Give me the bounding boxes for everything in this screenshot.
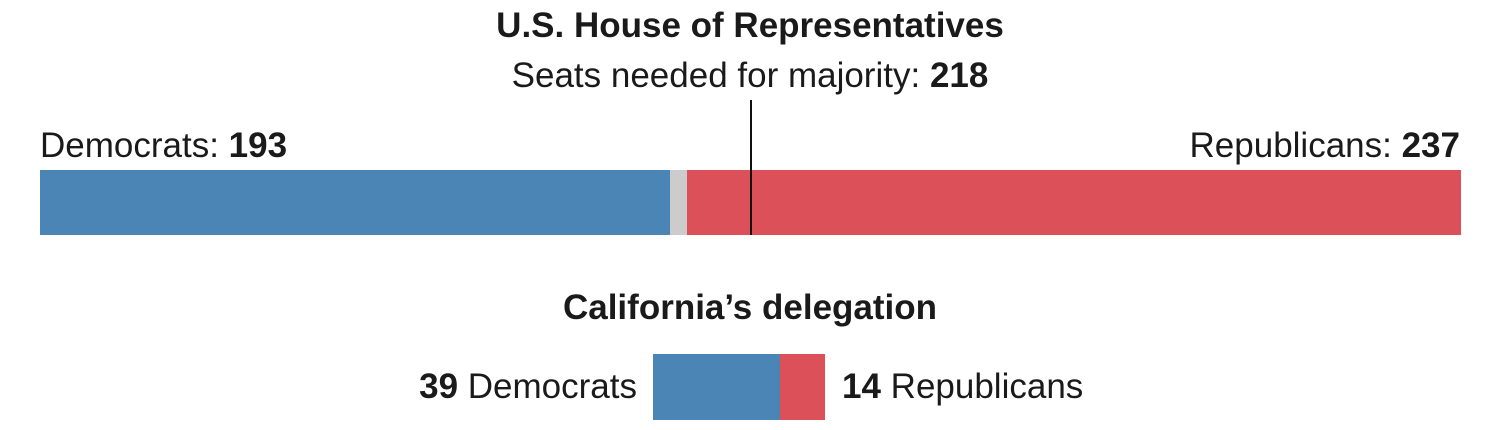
house-democrats-segment bbox=[40, 170, 671, 235]
california-democrats-label: 39 Democrats bbox=[419, 363, 637, 411]
house-democrats-label-text: Democrats: bbox=[40, 126, 219, 165]
california-democrats-segment bbox=[653, 354, 780, 420]
majority-marker-line bbox=[749, 100, 752, 235]
majority-value: 218 bbox=[929, 56, 989, 95]
california-seats-bar bbox=[653, 354, 825, 420]
california-republicans-count: 14 bbox=[842, 367, 881, 406]
california-democrats-count: 39 bbox=[419, 367, 459, 406]
california-republicans-label-text: Republicans bbox=[890, 367, 1084, 406]
house-undecided-segment bbox=[670, 170, 687, 235]
california-democrats-label-text: Democrats bbox=[467, 367, 637, 406]
house-democrats-label: Democrats: 193 bbox=[40, 122, 287, 170]
majority-label: Seats needed for majority: 218 bbox=[0, 52, 1500, 100]
majority-label-text: Seats needed for majority: bbox=[511, 56, 921, 95]
california-republicans-segment bbox=[779, 354, 825, 420]
house-democrats-count: 193 bbox=[228, 126, 288, 165]
california-chart-title: California’s delegation bbox=[562, 288, 938, 327]
house-seats-bar bbox=[40, 170, 1461, 235]
house-republicans-label: Republicans: 237 bbox=[1190, 122, 1460, 170]
house-republicans-label-text: Republicans: bbox=[1189, 126, 1392, 165]
house-chart-title: U.S. House of Representatives bbox=[496, 6, 1004, 45]
house-republicans-count: 237 bbox=[1401, 126, 1460, 165]
california-republicans-label: 14 Republicans bbox=[842, 363, 1083, 411]
house-republicans-segment bbox=[686, 170, 1461, 235]
